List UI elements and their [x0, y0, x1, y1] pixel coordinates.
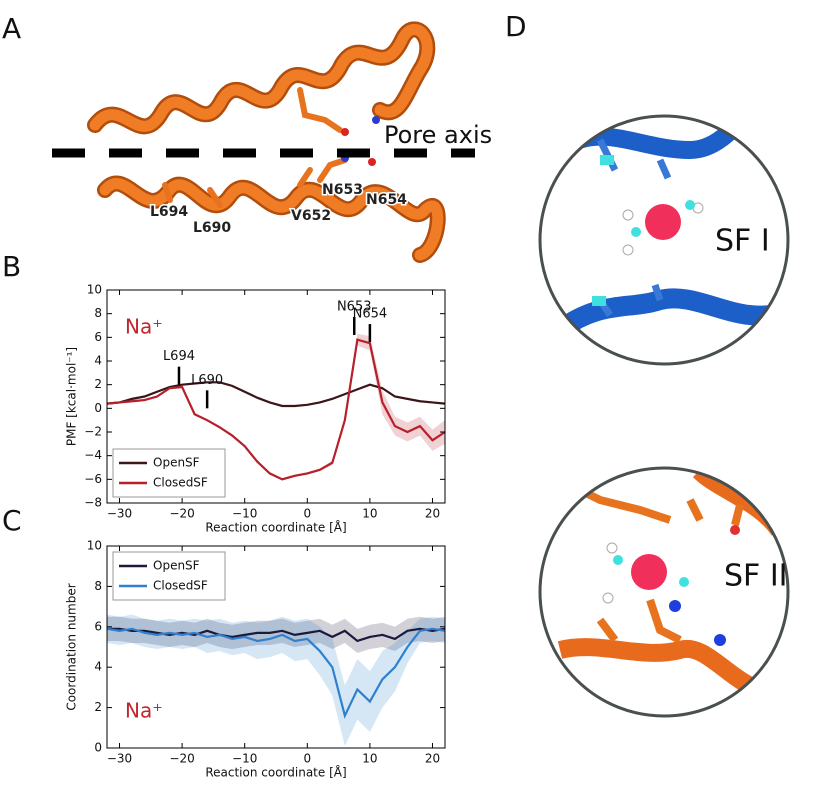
x-tick-label: 10	[362, 507, 377, 521]
y-axis-label: PMF [kcal·mol⁻¹]	[65, 347, 79, 446]
y-tick-label: 0	[94, 741, 102, 755]
legend	[112, 448, 226, 498]
legend-label: ClosedSF	[153, 579, 208, 593]
y-tick-label: 8	[94, 306, 102, 320]
residue-marker-label: N653	[337, 299, 372, 314]
protein-structure	[87, 21, 446, 263]
y-tick-label: 6	[94, 619, 102, 633]
y-tick-label: 0	[94, 401, 102, 415]
annotation: Na⁺	[125, 699, 163, 723]
plot-frame	[106, 545, 446, 749]
selectivity-filter-1	[554, 116, 788, 339]
x-tick-label: 20	[425, 507, 440, 521]
inset-label: SF I	[715, 224, 770, 259]
y-tick-label: −4	[84, 448, 102, 462]
y-tick-label: 2	[94, 700, 102, 714]
y-tick-label: 4	[94, 354, 102, 368]
series-line	[106, 381, 446, 408]
series-line	[106, 627, 446, 719]
inset-frame	[538, 114, 790, 366]
inset-label: SF II	[724, 559, 788, 594]
residue-marker-label: L690	[191, 373, 223, 388]
plot-frame	[106, 289, 446, 504]
x-tick-label: −20	[169, 507, 194, 521]
residue-label: L694	[150, 204, 188, 220]
y-tick-label: 4	[94, 660, 102, 674]
residue-marker-label: L694	[163, 349, 195, 364]
x-tick-label: −10	[232, 507, 257, 521]
panel-label: B	[2, 250, 21, 283]
residue-label: N653	[322, 182, 363, 198]
inset-frame	[538, 466, 790, 718]
error-band	[107, 614, 445, 746]
y-tick-label: −8	[84, 496, 102, 510]
legend	[112, 551, 226, 601]
y-tick-label: 2	[94, 377, 102, 391]
legend-label: ClosedSF	[153, 476, 208, 490]
x-tick-label: −10	[232, 752, 257, 766]
annotation: Na⁺	[125, 315, 163, 339]
residue-marker-label: N654	[353, 307, 388, 322]
x-axis-label: Reaction coordinate [Å]	[205, 765, 346, 780]
panel-label: C	[2, 504, 22, 537]
x-tick-label: 0	[303, 752, 311, 766]
panel-label: A	[2, 12, 21, 45]
x-tick-label: −30	[107, 752, 132, 766]
x-tick-label: −20	[169, 752, 194, 766]
x-tick-label: 0	[303, 507, 311, 521]
y-tick-label: 10	[87, 283, 102, 297]
y-tick-label: 8	[94, 579, 102, 593]
residue-label: L690	[193, 220, 231, 236]
x-axis-label: Reaction coordinate [Å]	[205, 520, 346, 535]
legend-label: OpenSF	[153, 559, 200, 573]
pore-axis-label: Pore axis	[384, 121, 492, 149]
y-tick-label: −6	[84, 472, 102, 486]
panel-label: D	[505, 10, 527, 43]
y-tick-label: 10	[87, 539, 102, 553]
x-tick-label: 10	[362, 752, 377, 766]
residue-label: V652	[291, 208, 331, 224]
series-line	[106, 338, 446, 481]
y-tick-label: 6	[94, 330, 102, 344]
residue-label: N654	[366, 192, 407, 208]
error-band	[107, 616, 445, 654]
y-axis-label: Coordination number	[65, 583, 79, 710]
legend-label: OpenSF	[153, 456, 200, 470]
y-tick-label: −2	[84, 425, 102, 439]
x-tick-label: 20	[425, 752, 440, 766]
x-tick-label: −30	[107, 507, 132, 521]
